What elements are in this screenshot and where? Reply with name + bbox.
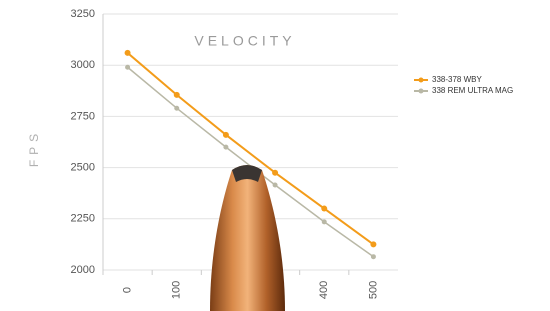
x-tick-label: 100 bbox=[171, 281, 183, 299]
data-point bbox=[370, 241, 376, 247]
data-point bbox=[272, 170, 278, 176]
data-point bbox=[371, 254, 376, 259]
data-point bbox=[273, 183, 278, 188]
data-point bbox=[223, 145, 228, 150]
x-tick-label: 0 bbox=[121, 287, 133, 293]
x-tick-label: 400 bbox=[318, 281, 330, 299]
legend-marker bbox=[419, 89, 424, 94]
x-tick-label: 500 bbox=[367, 281, 379, 299]
data-point bbox=[125, 65, 130, 70]
y-tick-label: 2750 bbox=[71, 110, 95, 122]
data-point bbox=[125, 50, 131, 56]
legend-label: 338 REM ULTRA MAG bbox=[432, 86, 513, 95]
y-tick-label: 2000 bbox=[71, 264, 95, 276]
legend-label: 338-378 WBY bbox=[432, 75, 482, 84]
data-point bbox=[174, 92, 180, 98]
chart-title: VELOCITY bbox=[194, 33, 295, 49]
y-tick-label: 3000 bbox=[71, 59, 95, 71]
chart: 2000225025002750300032500100200300400500… bbox=[0, 0, 550, 311]
data-point bbox=[321, 206, 327, 212]
data-point bbox=[223, 132, 229, 138]
y-tick-label: 2250 bbox=[71, 213, 95, 225]
y-tick-label: 3250 bbox=[71, 8, 95, 20]
data-point bbox=[174, 106, 179, 111]
y-axis-label: FPS bbox=[27, 129, 41, 167]
legend-marker bbox=[419, 78, 424, 83]
data-point bbox=[322, 219, 327, 224]
y-tick-label: 2500 bbox=[71, 162, 95, 174]
